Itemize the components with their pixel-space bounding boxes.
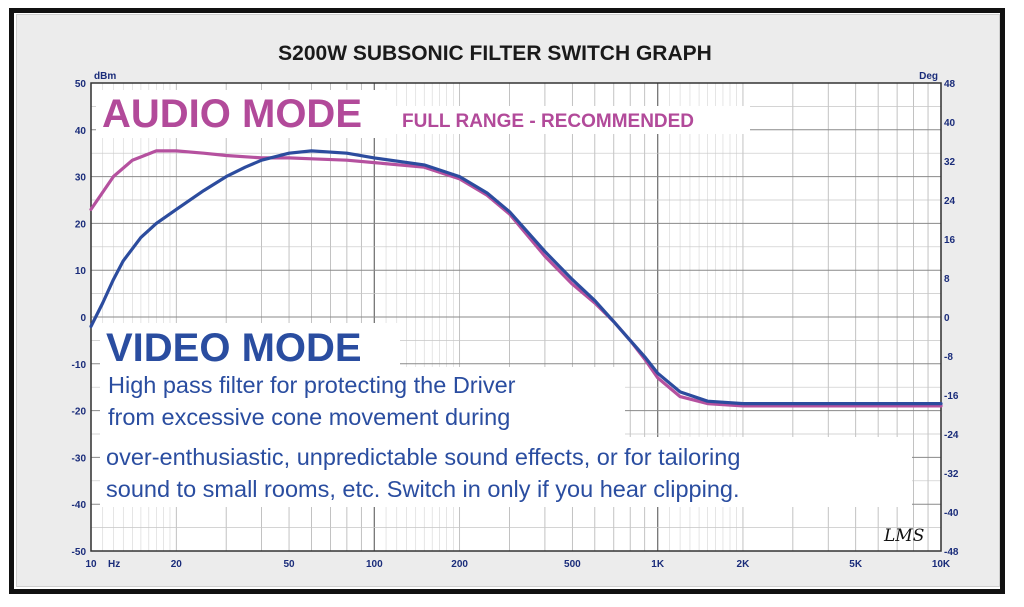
y-left-tick-label: -50 (72, 547, 87, 558)
y-right-tick-label: 24 (944, 196, 956, 207)
audio-subtitle-bg (392, 106, 750, 134)
video-desc-line-2: from excessive cone movement during (108, 404, 510, 430)
x-tick-label: 20 (171, 559, 183, 570)
y-left-tick-label: 40 (75, 126, 87, 137)
x-unit: Hz (108, 559, 120, 570)
x-tick-label: 10 (85, 559, 97, 570)
y-right-tick-label: 40 (944, 118, 956, 129)
x-tick-label: 100 (366, 559, 383, 570)
audio-mode-subtitle: FULL RANGE - RECOMMENDED (402, 111, 694, 132)
axis-ticks: 10 20 50 100 200 500 1K 2K 5K 10K50403020100-10-2… (72, 79, 959, 570)
x-tick-label: 2K (737, 559, 751, 570)
signature: LMS (883, 526, 924, 546)
x-tick-label: 1K (651, 559, 665, 570)
video-title-bg (100, 323, 400, 371)
y-left-tick-label: -20 (72, 407, 87, 418)
x-tick-label: 500 (564, 559, 581, 570)
video-mode-title: VIDEO MODE (106, 326, 362, 370)
video-desc-line-4: sound to small rooms, etc. Switch in onl… (106, 476, 740, 502)
y-left-tick-label: 20 (75, 219, 87, 230)
x-tick-label: 50 (283, 559, 295, 570)
y-right-tick-label: -24 (944, 430, 959, 441)
video-mode-line (89, 149, 943, 406)
x-tick-label: 200 (451, 559, 468, 570)
y-right-tick-label: 8 (944, 274, 950, 285)
video-desc-line-3: over-enthusiastic, unpredictable sound e… (106, 444, 740, 470)
y-right-tick-label: -32 (944, 469, 959, 480)
y-right-tick-label: 0 (944, 313, 950, 324)
x-tick-label: 5K (849, 559, 863, 570)
plot-border (90, 82, 942, 552)
y-right-tick-label: 32 (944, 157, 956, 168)
chart-title: S200W SUBSONIC FILTER SWITCH GRAPH (278, 42, 712, 65)
y-left-tick-label: -10 (72, 360, 87, 371)
video-desc-bg-2 (100, 437, 912, 507)
y-left-unit: dBm (94, 71, 116, 82)
x-tick-label: 10K (932, 559, 951, 570)
y-left-tick-label: -40 (72, 500, 87, 511)
y-right-unit: Deg (919, 71, 938, 82)
y-right-tick-label: -48 (944, 547, 959, 558)
audio-mode-title: AUDIO MODE (102, 92, 362, 136)
video-desc-line-1: High pass filter for protecting the Driv… (108, 372, 516, 398)
y-left-tick-label: 0 (80, 313, 86, 324)
y-left-tick-label: 30 (75, 173, 87, 184)
y-right-tick-label: 48 (944, 79, 956, 90)
audio-mode-line (89, 149, 943, 408)
y-left-tick-label: 10 (75, 266, 87, 277)
audio-title-bg (96, 90, 392, 138)
y-right-tick-label: 16 (944, 235, 956, 246)
y-left-tick-label: -30 (72, 453, 87, 464)
series-lines (89, 149, 943, 408)
video-desc-bg-1 (100, 367, 625, 437)
y-left-tick-label: 50 (75, 79, 87, 90)
y-right-tick-label: -16 (944, 391, 959, 402)
y-right-tick-label: -8 (944, 352, 953, 363)
y-right-tick-label: -40 (944, 508, 959, 519)
